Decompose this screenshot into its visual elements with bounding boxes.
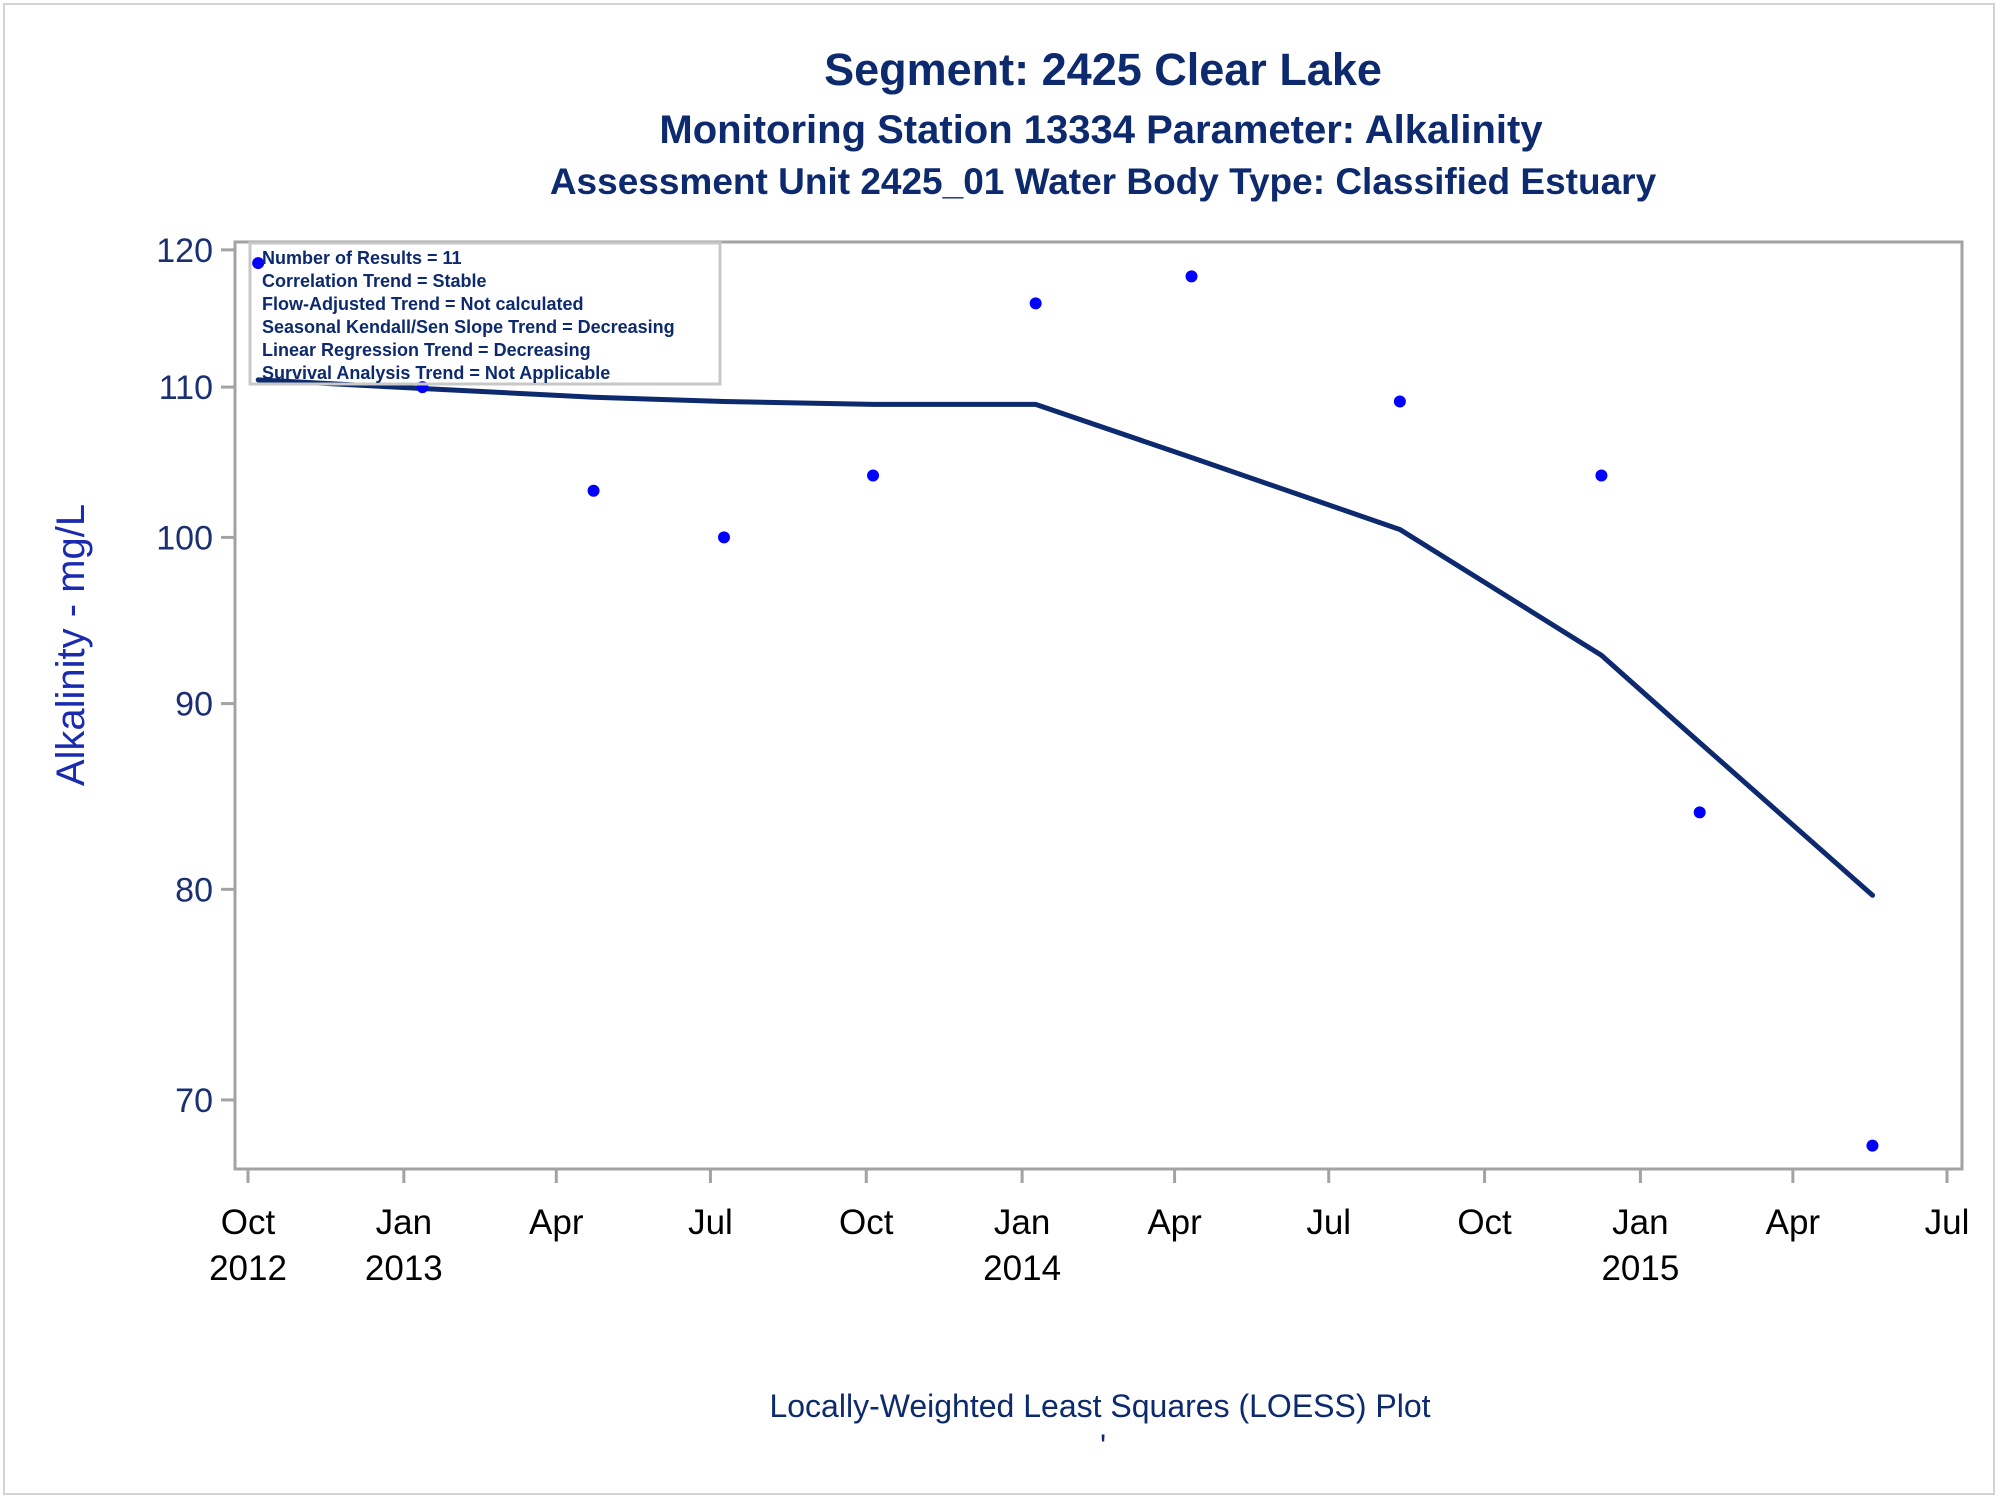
x-tick-label: Oct [221, 1203, 276, 1242]
stats-line: Seasonal Kendall/Sen Slope Trend = Decre… [262, 317, 675, 337]
x-tick-year-label: 2015 [1601, 1249, 1679, 1288]
x-tick-label: Apr [1766, 1203, 1821, 1242]
y-tick-label: 120 [156, 232, 213, 270]
stats-line: Linear Regression Trend = Decreasing [262, 340, 591, 360]
x-tick-label: Oct [839, 1203, 894, 1242]
plot-area [233, 240, 1964, 1171]
y-tick-label: 70 [175, 1082, 213, 1120]
x-tick-label: Jan [1612, 1203, 1668, 1242]
chart-subtitle-assessment: Assessment Unit 2425_01 Water Body Type:… [550, 161, 1657, 202]
x-tick-label: Oct [1457, 1203, 1512, 1242]
x-tick-year-label: 2014 [983, 1249, 1061, 1288]
data-point [1185, 270, 1198, 283]
chart-frame: Segment: 2425 Clear Lake Monitoring Stat… [3, 3, 1995, 1495]
data-point [252, 257, 265, 270]
stats-inset-box [248, 241, 722, 386]
y-tick-label: 90 [175, 686, 213, 724]
y-tick-label: 100 [156, 519, 213, 557]
y-tick-label: 110 [159, 369, 213, 407]
y-axis: 70 80 90 100 110 120 [156, 232, 235, 1120]
x-tick-label: Apr [529, 1203, 584, 1242]
data-point [717, 531, 730, 544]
data-point [867, 469, 880, 482]
y-axis-label: Alkalinity - mg/L [49, 504, 93, 786]
x-tick-label: Jan [994, 1203, 1050, 1242]
data-point [1029, 297, 1042, 310]
y-tick-label: 80 [175, 871, 213, 909]
chart-svg: Segment: 2425 Clear Lake Monitoring Stat… [49, 44, 1969, 1464]
data-point [1693, 806, 1706, 819]
x-tick-label: Jan [376, 1203, 432, 1242]
data-point [1866, 1139, 1879, 1152]
stats-line: Survival Analysis Trend = Not Applicable [262, 363, 610, 383]
chart-subtitle-station: Monitoring Station 13334 Parameter: Alka… [659, 108, 1543, 152]
data-points-layer [252, 257, 1879, 1152]
x-axis: Oct 2012 Jan 2013 Apr Jul Oct Jan 2014 Apr Jul Oct J… [209, 1169, 1969, 1288]
x-tick-label: Apr [1147, 1203, 1202, 1242]
stats-inset: Number of Results = 11 Correlation Trend… [248, 241, 722, 386]
x-tick-label: Jul [1925, 1203, 1970, 1242]
x-tick-year-label: 2012 [209, 1249, 287, 1288]
x-tick-label: Jul [688, 1203, 733, 1242]
stats-line: Flow-Adjusted Trend = Not calculated [262, 294, 584, 314]
stats-line: Number of Results = 11 [262, 248, 462, 268]
chart-title: Segment: 2425 Clear Lake [824, 44, 1382, 95]
x-tick-year-label: 2013 [365, 1249, 443, 1288]
data-point [1595, 469, 1608, 482]
footnote-mark: ' [1100, 1428, 1106, 1464]
stats-line: Correlation Trend = Stable [262, 271, 487, 291]
loess-line-layer [255, 377, 1875, 898]
data-point [1393, 395, 1406, 408]
x-tick-label: Jul [1306, 1203, 1351, 1242]
data-point [587, 484, 600, 497]
loess-line [255, 377, 1875, 898]
footnote: Locally-Weighted Least Squares (LOESS) P… [769, 1388, 1430, 1424]
